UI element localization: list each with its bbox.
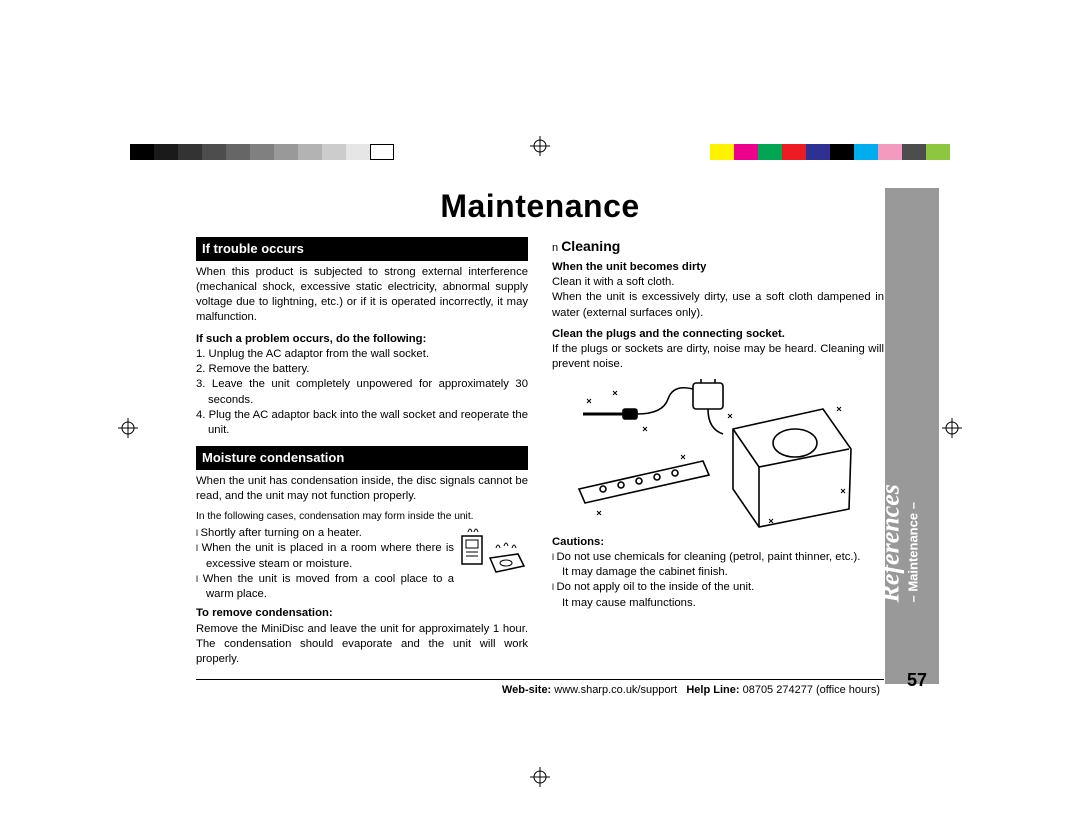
cleaning-sub1-text2: When the unit is excessively dirty, use … xyxy=(552,290,884,321)
trouble-steps: 1. Unplug the AC adaptor from the wall s… xyxy=(196,347,528,439)
left-column: If trouble occurs When this product is s… xyxy=(196,237,528,673)
cleaning-sub2: Clean the plugs and the connecting socke… xyxy=(552,327,884,342)
condensation-illustration xyxy=(458,526,528,577)
trouble-subheading: If such a problem occurs, do the followi… xyxy=(196,332,528,347)
footer-website: www.sharp.co.uk/support xyxy=(551,684,677,696)
page-title: Maintenance xyxy=(196,188,884,225)
page-number: 57 xyxy=(907,670,927,691)
remove-condensation-text: Remove the MiniDisc and leave the unit f… xyxy=(196,622,528,668)
footer-website-label: Web-site: xyxy=(502,684,551,696)
cautions-heading: Cautions: xyxy=(552,535,884,550)
right-column: Cleaning When the unit becomes dirty Cle… xyxy=(552,237,884,673)
cleaning-sub2-text: If the plugs or sockets are dirty, noise… xyxy=(552,342,884,373)
register-mark-top xyxy=(530,136,550,156)
page-content: Maintenance If trouble occurs When this … xyxy=(196,188,884,704)
section-tab: References – Maintenance – xyxy=(885,188,939,684)
cleaning-sub1: When the unit becomes dirty xyxy=(552,260,884,275)
moisture-note: In the following cases, condensation may… xyxy=(196,510,528,524)
cleaning-illustration xyxy=(573,379,863,529)
cleaning-sub1-text1: Clean it with a soft cloth. xyxy=(552,275,884,290)
footer-helpline: 08705 274277 (office hours) xyxy=(740,684,880,696)
remove-condensation-heading: To remove condensation: xyxy=(196,606,528,621)
grayscale-swatches xyxy=(130,144,394,160)
section-tab-subtitle: – Maintenance – xyxy=(906,403,921,603)
register-mark-left xyxy=(118,418,138,438)
register-mark-bottom xyxy=(530,767,550,787)
heading-cleaning: Cleaning xyxy=(552,237,884,256)
heading-moisture: Moisture condensation xyxy=(196,446,528,470)
cautions-list: Do not use chemicals for cleaning (petro… xyxy=(552,550,884,611)
moisture-paragraph: When the unit has condensation inside, t… xyxy=(196,474,528,505)
heading-trouble: If trouble occurs xyxy=(196,237,528,261)
footer: Web-site: www.sharp.co.uk/support Help L… xyxy=(196,680,884,696)
trouble-paragraph: When this product is subjected to strong… xyxy=(196,265,528,326)
register-mark-right xyxy=(942,418,962,438)
footer-helpline-label: Help Line: xyxy=(686,684,739,696)
color-swatches xyxy=(710,144,950,160)
